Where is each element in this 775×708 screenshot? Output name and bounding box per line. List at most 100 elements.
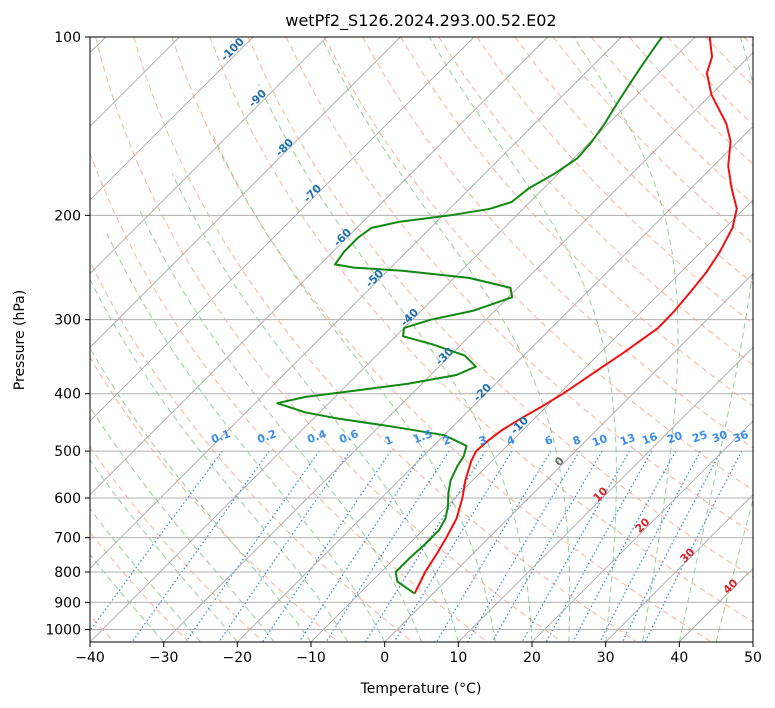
moist-adiabat-line (90, 406, 275, 642)
mixing-ratio-label: 2 (441, 433, 453, 448)
mixing-ratio-label: 6 (543, 433, 555, 448)
mixing-ratio-label: 10 (590, 432, 609, 450)
mixing-ratio-label: 0.2 (255, 427, 278, 446)
moist-adiabat-line (320, 37, 571, 642)
background-lines (90, 37, 753, 642)
y-tick-label: 1000 (45, 622, 81, 638)
dry-adiabat-line (552, 37, 753, 245)
isotherm-line (90, 37, 475, 422)
mixing-ratio-label: 20 (665, 429, 684, 447)
moist-adiabat-line (90, 553, 165, 642)
x-tick-label: 20 (523, 650, 541, 666)
mixing-ratio-line (262, 450, 392, 642)
y-axis-ticks: 100 200 300 400 500 600 700 800 900 1000 (45, 30, 90, 638)
dry-adiabat-label: -20 (471, 381, 494, 404)
mixing-ratio-label: 16 (640, 430, 659, 448)
mixing-ratio-line (185, 450, 320, 642)
profile-series (276, 37, 738, 595)
moist-adiabat-line (752, 640, 753, 642)
x-tick-label: 10 (449, 650, 467, 666)
dry-adiabat-line (95, 37, 561, 642)
y-tick-label: 300 (54, 313, 81, 329)
dry-adiabat-line (743, 37, 753, 47)
moist-adiabat-line (429, 37, 617, 642)
mixing-ratio-label: 1.5 (411, 427, 434, 446)
isotherm-line (90, 37, 622, 569)
profile-line-1 (413, 37, 738, 595)
moist-adiabat-line (106, 233, 386, 642)
y-tick-label: 200 (54, 208, 81, 224)
dry-adiabat-line (90, 356, 338, 642)
x-tick-label: 0 (380, 650, 389, 666)
mixing-ratio-line (435, 450, 552, 642)
moist-adiabat-label: 10 (591, 484, 611, 504)
isotherm-line (605, 494, 753, 642)
isotherm-line (384, 273, 753, 642)
mixing-ratio-line (364, 450, 486, 642)
x-tick-label: −40 (75, 650, 105, 666)
mixing-ratio-line (491, 450, 603, 642)
pressure-gridlines (90, 37, 753, 630)
x-tick-label: 40 (670, 650, 688, 666)
isotherm-line (90, 37, 401, 348)
mixing-ratio-label: 25 (690, 428, 709, 445)
mixing-ratio-label: 13 (618, 431, 637, 448)
mixing-ratio-line (572, 450, 677, 642)
isotherm-line (90, 37, 254, 201)
mixing-ratio-line (90, 450, 223, 632)
mixing-ratio-label: 0.4 (305, 427, 328, 446)
x-axis-ticks: −40 −30 −20 −10 0 10 20 30 40 50 (75, 642, 762, 666)
plot-frame (89, 36, 754, 643)
dry-adiabat-label: -80 (273, 136, 296, 159)
moist-adiabat-line (90, 278, 349, 642)
isotherm-line (310, 199, 753, 642)
dry-adiabat-line (323, 37, 753, 491)
mixing-ratio-label: 4 (505, 433, 517, 448)
mixing-ratio-line (218, 450, 351, 642)
x-tick-label: −10 (296, 650, 326, 666)
dry-adiabat-line (133, 37, 636, 642)
y-tick-label: 100 (54, 30, 81, 46)
mixing-ratio-label: 36 (731, 428, 750, 446)
mixing-ratio-line (521, 450, 631, 642)
moist-adiabat-label: 40 (721, 576, 741, 596)
profile-line-2 (276, 37, 663, 595)
isotherm-line (90, 37, 696, 642)
dry-adiabat-line (171, 37, 711, 642)
y-tick-label: 900 (54, 595, 81, 611)
mixing-ratio-line (466, 450, 580, 642)
mixing-ratio-line (599, 450, 702, 642)
mixing-ratio-label: 0.6 (337, 427, 360, 446)
x-tick-label: 30 (597, 650, 615, 666)
moist-adiabat-line (90, 459, 238, 642)
mixing-ratio-label: 8 (571, 433, 583, 448)
y-tick-label: 500 (54, 444, 81, 460)
dry-adiabat-line (438, 37, 753, 366)
y-tick-label: 400 (54, 387, 81, 403)
moist-adiabat-line (678, 37, 753, 642)
y-tick-label: 600 (54, 491, 81, 507)
dry-adiabat-line (285, 37, 753, 534)
y-tick-label: 700 (54, 531, 81, 547)
x-tick-label: −20 (223, 650, 253, 666)
dry-adiabat-label: -30 (433, 345, 456, 368)
mixing-ratio-line (644, 450, 743, 642)
moist-adiabat-label: 20 (633, 515, 653, 535)
mixing-ratio-line (621, 450, 722, 642)
isotherm-line (752, 641, 753, 642)
isotherm-line (90, 37, 548, 496)
mixing-ratio-label: 30 (710, 428, 729, 446)
mixing-ratio-line (131, 450, 270, 642)
moist-adiabat-line (171, 173, 459, 642)
moist-adiabat-line (90, 507, 201, 642)
dry-adiabat-line (90, 260, 412, 642)
isotherm-line (531, 420, 753, 642)
moist-adiabat-line (258, 83, 533, 642)
moist-adiabat-line (715, 498, 753, 642)
chart-title: wetPf2_S126.2024.293.00.52.E02 (285, 11, 556, 31)
x-tick-label: −30 (149, 650, 179, 666)
mixing-ratio-line (545, 450, 653, 642)
dry-adiabat-line (247, 37, 753, 578)
mixing-ratio-label: 1 (383, 433, 395, 448)
isotherm-line (237, 125, 753, 642)
